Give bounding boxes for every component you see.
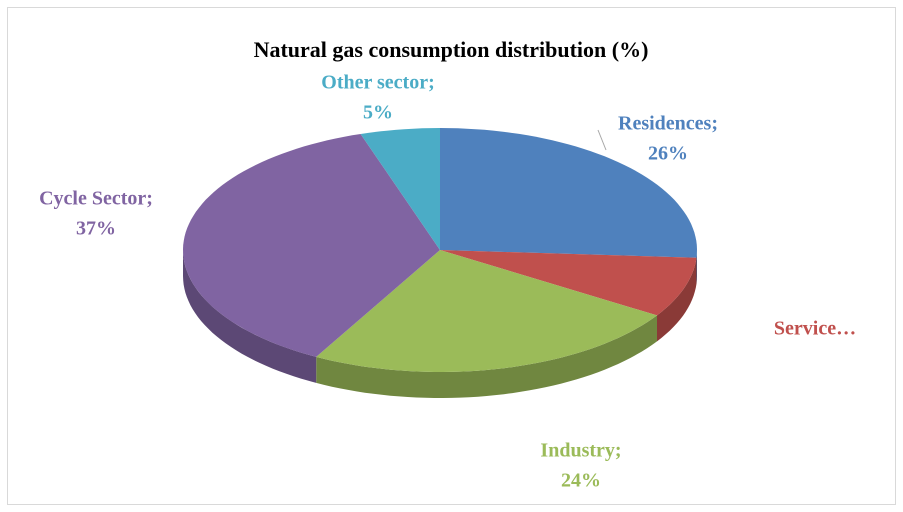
data-label-value: 24% [561, 470, 601, 492]
slice-side [316, 315, 657, 398]
slice [183, 134, 440, 357]
slice [440, 250, 697, 316]
data-label-name: Service… [774, 318, 856, 340]
leader-line [597, 129, 607, 151]
data-label-value: 26% [648, 143, 688, 165]
data-label-name: Other sector; [321, 72, 434, 94]
data-label-name: Industry; [540, 440, 621, 462]
data-label-value: 37% [76, 218, 116, 240]
slice [360, 128, 440, 250]
slice-side [183, 250, 317, 383]
slice [316, 250, 657, 372]
data-label-name: Residences; [618, 113, 718, 135]
data-label-name: Cycle Sector; [39, 188, 153, 210]
slice [440, 128, 697, 258]
slice-side [657, 257, 697, 342]
data-label-value: 5% [363, 102, 393, 124]
slice-side [696, 250, 697, 284]
chart-title: Natural gas consumption distribution (%) [254, 37, 649, 62]
